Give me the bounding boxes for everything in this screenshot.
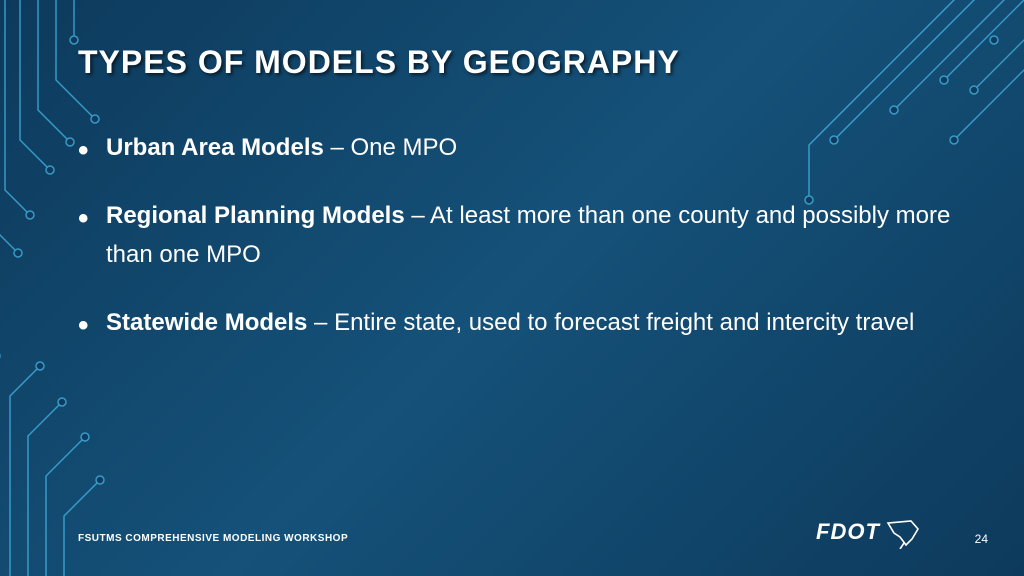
footer-text: FSUTMS COMPREHENSIVE MODELING WORKSHOP — [78, 533, 348, 544]
bullet-list: Urban Area Models – One MPO Regional Pla… — [78, 128, 954, 370]
bullet-item: Urban Area Models – One MPO — [78, 128, 954, 168]
bullet-item: Statewide Models – Entire state, used to… — [78, 303, 954, 343]
bullet-desc: One MPO — [351, 134, 458, 161]
slide-title: TYPES OF MODELS BY GEOGRAPHY — [78, 44, 680, 81]
bullet-item: Regional Planning Models – At least more… — [78, 196, 954, 275]
bullet-desc: Entire state, used to forecast freight a… — [334, 309, 914, 336]
bullet-term: Regional Planning Models — [106, 202, 405, 229]
bullet-sep: – — [307, 309, 334, 336]
logo-text: FDOT — [816, 519, 880, 544]
slide: TYPES OF MODELS BY GEOGRAPHY Urban Area … — [0, 0, 1024, 576]
bullet-term: Statewide Models — [106, 309, 307, 336]
bullet-sep: – — [405, 202, 430, 229]
bullet-sep: – — [324, 134, 351, 161]
page-number: 24 — [975, 532, 988, 546]
fdot-logo: FDOT — [816, 515, 926, 554]
bullet-term: Urban Area Models — [106, 134, 324, 161]
